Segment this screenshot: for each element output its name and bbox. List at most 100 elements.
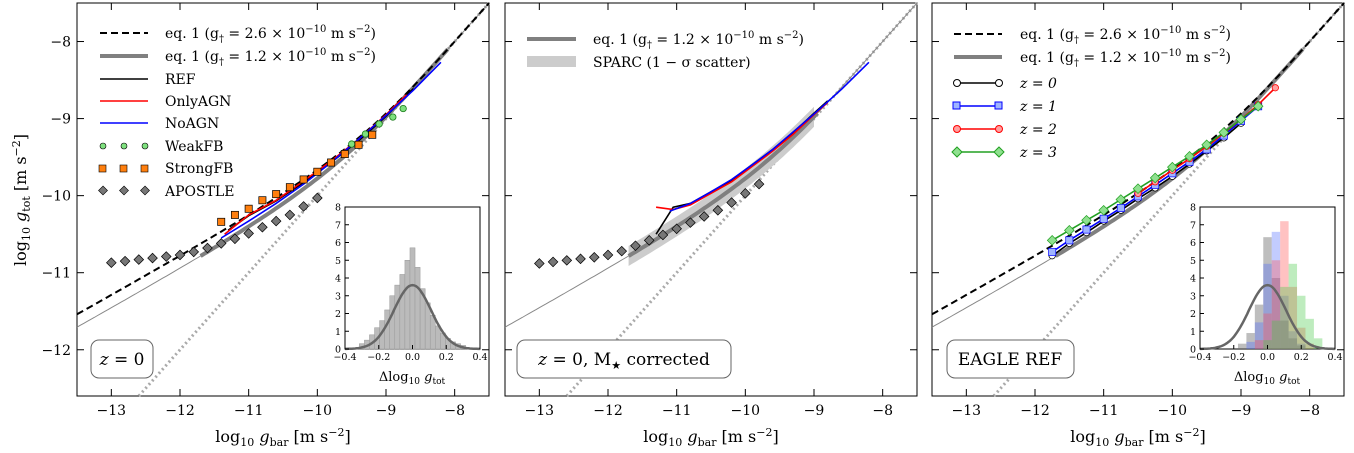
panel-3-xtick-label: −9 xyxy=(1231,403,1252,419)
inset-1-ytick-label: 1 xyxy=(335,327,341,338)
svg-text:z = 0, M★ corrected: z = 0, M★ corrected xyxy=(537,350,710,372)
inset-3-bar xyxy=(1280,320,1289,349)
panel-3-z2-point xyxy=(1271,84,1279,92)
inset-3-xlabel: Δlog10 gtot xyxy=(1234,370,1301,387)
panel-2-apostle-point xyxy=(534,258,545,269)
inset-3-bar xyxy=(1237,343,1247,349)
panel-3-z3-point xyxy=(1115,194,1127,205)
inset-3-ytick-label: 2 xyxy=(1190,309,1196,320)
svg-text:eq. 1 (g† = 1.2 × 10−10 m s−2: eq. 1 (g† = 1.2 × 10−10 m s−2) xyxy=(165,47,376,68)
svg-text:z = 2: z = 2 xyxy=(1019,122,1057,138)
panel-3-z3-point xyxy=(1167,161,1178,173)
legend-onlyagn: OnlyAGN xyxy=(165,94,231,110)
inset-3-xtick-label: 0.2 xyxy=(1294,352,1309,363)
panel-1-xtick-label: −12 xyxy=(165,403,195,419)
panel-2-label: z = 0, M★ corrected xyxy=(516,339,732,379)
ytick-label: −10 xyxy=(41,189,71,205)
panel-2-apostle-point xyxy=(657,229,669,241)
panel-2-apostle-point xyxy=(588,251,600,263)
x-axis-label-panel-2: log10 gbar [m s−2] xyxy=(643,426,778,449)
ytick-label: −9 xyxy=(50,112,71,128)
inset-3-bar xyxy=(1305,343,1314,349)
inset-3-xtick-label: 0.0 xyxy=(1260,352,1275,363)
svg-text:eq. 1 (g† = 2.6 × 10−10 m s−2: eq. 1 (g† = 2.6 × 10−10 m s−2) xyxy=(1020,25,1231,46)
panel-3-z3-point xyxy=(1218,127,1230,138)
inset-1-ytick-label: 5 xyxy=(335,256,341,267)
inset-3-bar xyxy=(1271,320,1281,349)
inset-1-xtick-label: −0.4 xyxy=(333,352,356,363)
inset-3-bar xyxy=(1271,278,1281,349)
y-axis-label: log10 gtot [m s−2] xyxy=(10,134,33,266)
panel-1-strongfb-point xyxy=(327,158,336,167)
panel-1-weakfb-point xyxy=(361,130,369,138)
legend-strongfb: StrongFB xyxy=(165,161,233,177)
panel-1-eq1-dashed xyxy=(76,2,490,316)
svg-text:z = 0: z = 0 xyxy=(99,350,145,370)
inset-1-ytick-label: 3 xyxy=(335,291,341,302)
inset-1-bar xyxy=(435,325,441,350)
panel-1-apostle-point xyxy=(270,215,282,227)
inset-histogram-panel-1: −0.4 −0.2 0.0 0.2 0.4 0 1 2 3 4 5 6 7 8 xyxy=(333,203,487,364)
panel-2-apostle-point xyxy=(575,253,586,265)
inset-3-ytick-label: 4 xyxy=(1190,274,1196,285)
inset-3-bar xyxy=(1271,260,1281,349)
panel-1-xtick-label: −8 xyxy=(444,403,465,419)
panel-3-label: EAGLE REF xyxy=(946,339,1075,379)
panel-1-weakfb-point xyxy=(375,120,383,128)
panel-2-apostle-point xyxy=(740,188,751,199)
inset-1-bar xyxy=(409,247,416,350)
panel-3-z1-point xyxy=(1048,247,1057,256)
inset-1-xtick-label: −0.2 xyxy=(367,352,390,363)
legend-weakfb: WeakFB xyxy=(165,139,223,155)
inset-3-bar xyxy=(1280,221,1289,349)
inset-1-ytick-label: 6 xyxy=(335,238,341,249)
panel-1-weakfb-point xyxy=(399,104,407,113)
panel-2-noagn-line xyxy=(669,61,870,212)
inset-1-gaussian xyxy=(345,283,480,351)
panel-1-apostle-point xyxy=(202,242,213,254)
panel-1-apostle-point xyxy=(243,228,254,239)
ytick-label: −8 xyxy=(50,35,71,51)
inset-3-bar xyxy=(1288,286,1298,349)
panel-1-weakfb-point xyxy=(348,140,356,148)
panel-3-z1-point xyxy=(1099,214,1108,223)
inset-1-ytick-label: 0 xyxy=(335,345,341,356)
panel-2-apostle-point xyxy=(671,223,682,235)
panel-3-z3-point xyxy=(1252,100,1264,112)
panel-1-apostle-point xyxy=(133,254,145,265)
panel-2-apostle-point xyxy=(643,235,655,246)
inset-3-ytick-label: 0 xyxy=(1190,345,1196,356)
inset-3-bar xyxy=(1280,286,1289,349)
inset-3-bar xyxy=(1280,295,1289,349)
panel-2-apostle-point xyxy=(561,255,573,266)
inset-1-ytick-label: 8 xyxy=(335,203,341,214)
panel-1-xtick-label: −9 xyxy=(376,403,397,419)
panel-3-eq1-dashed xyxy=(931,2,1345,316)
panel-1-apostle-point xyxy=(160,251,172,262)
inset-3-bar xyxy=(1288,263,1298,349)
panel-2-apostle-point xyxy=(753,178,765,190)
panel-1-xtick-label: −13 xyxy=(97,403,127,419)
inset-3-ytick-label: 6 xyxy=(1190,238,1196,249)
panel-2-apostle-point xyxy=(685,217,696,228)
panel-1-apostle-point xyxy=(119,255,131,267)
inset-1-xlabel: Δlog10 gtot xyxy=(379,370,446,387)
svg-text:eq. 1 (g† = 1.2 × 10−10 m s−2: eq. 1 (g† = 1.2 × 10−10 m s−2) xyxy=(1020,48,1231,69)
panel-1-strongfb-point xyxy=(217,217,226,226)
panel-3-z3-point xyxy=(1098,204,1109,216)
panel-2-xtick-label: −11 xyxy=(662,403,692,419)
panel-3-z3-point xyxy=(1064,225,1075,236)
svg-text:z = 3: z = 3 xyxy=(1019,145,1057,161)
inset-3-ytick-label: 7 xyxy=(1190,220,1196,231)
legend-apostle: APOSTLE xyxy=(164,184,234,200)
panel-3-z3-point xyxy=(1149,172,1161,184)
inset-1-xtick-label: 0.2 xyxy=(439,352,454,363)
svg-text:z = 0: z = 0 xyxy=(1019,76,1057,92)
inset-3-bar xyxy=(1305,318,1314,349)
svg-text:z = 1: z = 1 xyxy=(1019,99,1057,115)
inset-3-bar xyxy=(1246,333,1255,349)
panel-3-z3-point xyxy=(1235,114,1247,125)
inset-3-bar xyxy=(1254,304,1264,349)
panel-2-xtick-label: −13 xyxy=(525,403,555,419)
